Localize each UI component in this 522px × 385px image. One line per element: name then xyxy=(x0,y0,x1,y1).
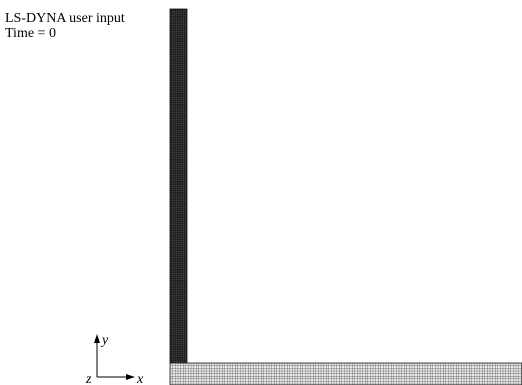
time-label: Time = 0 xyxy=(5,26,56,41)
vertical-mesh xyxy=(170,9,187,364)
title: LS-DYNA user input xyxy=(5,11,125,26)
z-label: z xyxy=(85,372,92,385)
y-label: y xyxy=(100,333,109,348)
page: LS-DYNA user input Time = 0 y z x (() =>… xyxy=(0,0,522,385)
horizontal-mesh xyxy=(170,363,522,385)
y-arrowhead xyxy=(94,334,100,343)
x-label: x xyxy=(136,372,144,385)
axis-triad: y z x xyxy=(85,333,144,385)
viewport: LS-DYNA user input Time = 0 y z x xyxy=(0,0,522,385)
x-arrowhead xyxy=(126,374,135,380)
